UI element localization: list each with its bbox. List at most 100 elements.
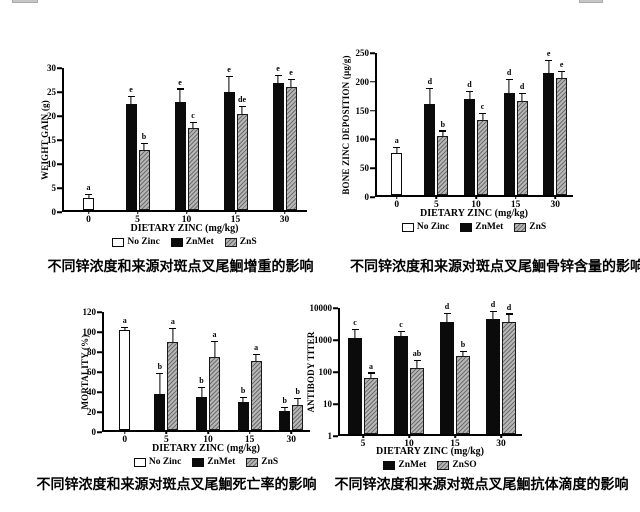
error-bar-cap: [121, 326, 129, 328]
significance-letter: e: [559, 60, 564, 70]
x-tick-label: 30: [286, 435, 296, 445]
bar-znmet: [279, 411, 291, 430]
y-axis-tick: [97, 391, 102, 393]
legend-swatch-black: [170, 237, 183, 247]
y-axis-tick: [370, 138, 375, 141]
error-bar-cap: [189, 121, 197, 124]
bar-no-zinc: [391, 152, 403, 195]
error-bar: [192, 123, 194, 129]
error-bar-cap: [127, 96, 135, 98]
x-axis-tick: [87, 210, 90, 214]
y-tick-label: 5: [51, 183, 57, 193]
error-bar-cap: [393, 147, 401, 149]
x-tick-label: 10: [181, 215, 192, 225]
y-axis-tick: [370, 81, 375, 83]
error-bar: [370, 373, 372, 379]
significance-letter: e: [178, 77, 182, 87]
y-tick-label: 250: [355, 48, 370, 58]
error-bar: [284, 408, 286, 411]
bar-znmet: [272, 82, 284, 210]
y-tick-label: 120: [82, 307, 97, 317]
significance-letter: d: [427, 77, 433, 87]
bar-zns: [516, 101, 528, 195]
x-axis-tick: [207, 430, 209, 434]
legend-swatch-white: [401, 222, 414, 232]
legend-item: ZnMet: [460, 222, 503, 232]
bar-zns: [285, 86, 297, 210]
error-bar-cap: [518, 93, 526, 95]
error-bar-cap: [459, 351, 467, 353]
error-bar-cap: [443, 312, 451, 314]
significance-letter: c: [399, 319, 403, 329]
bar-znmet: [543, 73, 555, 195]
bar-zns: [167, 342, 179, 430]
x-axis-tick: [185, 210, 188, 214]
x-axis-tick: [234, 210, 237, 214]
significance-letter: de: [238, 94, 246, 104]
bar-zns: [236, 114, 248, 210]
error-bar: [130, 97, 132, 105]
error-bar-cap: [225, 75, 233, 78]
y-tick-label: 10: [47, 159, 56, 169]
error-bar: [242, 398, 244, 402]
significance-letter: d: [506, 68, 512, 78]
significance-letter: e: [276, 64, 280, 74]
error-bar-cap: [238, 105, 246, 107]
error-bar: [124, 328, 126, 330]
x-axis-tick: [396, 195, 398, 199]
significance-letter: b: [240, 386, 246, 395]
significance-letter: a: [394, 136, 399, 146]
error-bar-cap: [211, 340, 218, 342]
legend-label: ZnS: [239, 237, 257, 247]
error-bar-cap: [351, 328, 359, 330]
error-bar: [442, 131, 444, 137]
legend-item: ZnS: [514, 222, 546, 232]
y-axis-tick: [97, 351, 102, 353]
x-tick-label: 5: [135, 215, 140, 225]
y-tick-label: 100: [318, 367, 333, 377]
x-tick-label: 0: [86, 215, 91, 225]
caption-weight-gain: 不同锌浓度和来源对斑点叉尾鮰增重的影响: [47, 259, 314, 275]
x-tick-label: 5: [164, 435, 169, 445]
x-axis-tick: [514, 195, 517, 199]
error-bar: [200, 388, 203, 397]
error-bar-cap: [176, 88, 184, 90]
y-axis-tick: [57, 163, 62, 165]
error-bar-cap: [367, 372, 375, 374]
significance-letter: b: [282, 396, 287, 405]
x-axis-label: DIETARY ZINC (mg/kg): [376, 446, 484, 457]
y-axis-tick: [333, 371, 338, 373]
y-tick-label: 1000: [314, 335, 332, 345]
y-tick-label: 100: [82, 327, 97, 337]
error-bar: [468, 92, 471, 100]
x-axis-tick: [248, 430, 251, 434]
error-bar-cap: [169, 327, 177, 329]
significance-letter: d: [506, 302, 512, 312]
legend-label: ZnSO: [452, 460, 477, 470]
bar-zns: [477, 120, 488, 195]
x-axis-tick: [554, 195, 556, 199]
error-bar: [290, 80, 292, 87]
error-bar: [561, 72, 563, 78]
y-tick-label: 200: [355, 76, 370, 87]
significance-letter: c: [191, 111, 195, 121]
error-bar-cap: [439, 130, 447, 132]
y-tick-label: 20: [47, 111, 56, 121]
error-bar-cap: [287, 79, 295, 81]
x-tick-label: 10: [203, 435, 213, 445]
error-bar-cap: [281, 406, 289, 408]
significance-letter: a: [122, 316, 127, 325]
error-bar: [492, 312, 494, 319]
significance-letter: b: [440, 119, 446, 129]
error-bar-cap: [545, 60, 553, 62]
error-bar: [213, 342, 216, 357]
x-axis-tick: [435, 195, 438, 199]
x-axis-tick: [136, 210, 139, 214]
x-tick-label: 30: [279, 215, 290, 225]
significance-letter: d: [467, 80, 472, 90]
error-bar: [416, 361, 418, 368]
bar-znso: [456, 356, 470, 434]
y-axis-tick: [97, 371, 102, 373]
x-tick-label: 15: [244, 435, 255, 445]
y-axis-label: BONE ZINC DEPOSITION (µg/g): [341, 55, 351, 195]
